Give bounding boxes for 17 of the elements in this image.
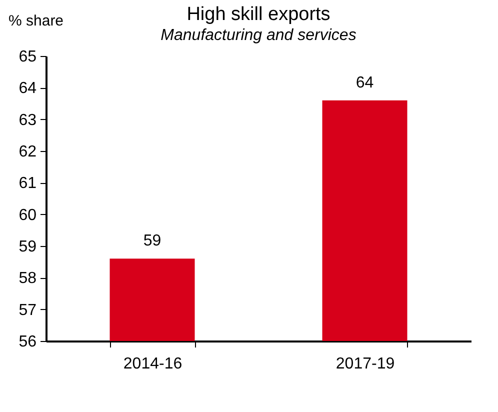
y-tick-label: 56 [18, 334, 37, 350]
y-tick-label: 65 [18, 48, 37, 66]
y-tick-label: 64 [18, 80, 37, 98]
y-tick-label: 59 [18, 238, 37, 256]
y-tick-label: 61 [18, 175, 37, 192]
data-label: 64 [356, 74, 374, 92]
x-tick-label: 2014-16 [123, 356, 182, 372]
y-tick-label: 63 [18, 112, 37, 129]
x-tick-label: 2017-19 [336, 356, 395, 372]
y-axis-title: % share [8, 12, 64, 30]
y-tick-label: 58 [18, 270, 37, 288]
data-label: 59 [143, 232, 162, 250]
y-tick-label: 57 [18, 302, 37, 319]
y-tick-label: 62 [18, 144, 37, 160]
chart-title: High skill exports [186, 4, 330, 25]
y-tick-label: 60 [18, 206, 37, 224]
chart-subtitle: Manufacturing and services [160, 27, 356, 44]
